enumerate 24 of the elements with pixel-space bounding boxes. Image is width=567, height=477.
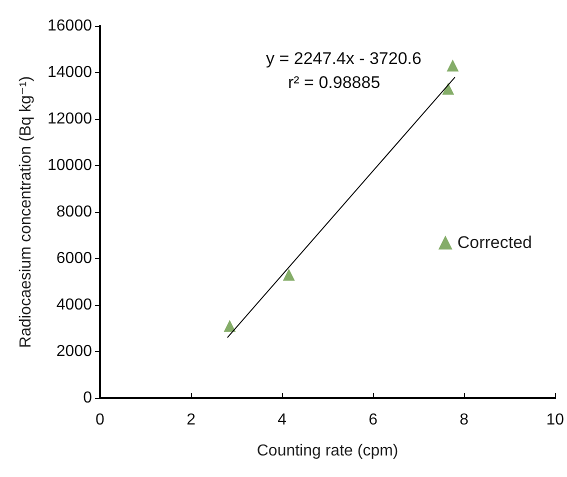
- point: [442, 82, 454, 95]
- x-axis-title: Counting rate (cpm): [256, 442, 398, 460]
- annotation: r² = 0.98885: [288, 73, 380, 92]
- y-tick-label: 4000: [56, 296, 92, 314]
- point: [446, 60, 459, 72]
- x-tick-label: 0: [96, 412, 105, 428]
- x-tick-label: 4: [278, 412, 287, 428]
- annotation: y = 2247.4x - 3720.6: [266, 49, 422, 68]
- y-tick-label: 12000: [48, 110, 92, 128]
- x-tick-label: 8: [460, 412, 469, 428]
- y-tick-label: 0: [83, 390, 92, 406]
- y-tick-label: 2000: [56, 343, 92, 360]
- y-tick-label: 8000: [56, 204, 92, 220]
- legend-label: Corrected: [457, 233, 532, 252]
- y-tick-label: 6000: [56, 250, 92, 267]
- y-axis-title: Radiocaesium concentration (Bq kg⁻¹): [18, 76, 34, 348]
- y-tick-label: 10000: [48, 157, 92, 174]
- x-tick-label: 2: [186, 412, 196, 428]
- y-tick-label: 16000: [48, 18, 92, 34]
- y-tick-label: 14000: [48, 64, 92, 81]
- point: [282, 268, 295, 281]
- x-tick-label: 6: [368, 412, 378, 428]
- x-tick-label: 10: [546, 412, 564, 428]
- point: [224, 320, 236, 332]
